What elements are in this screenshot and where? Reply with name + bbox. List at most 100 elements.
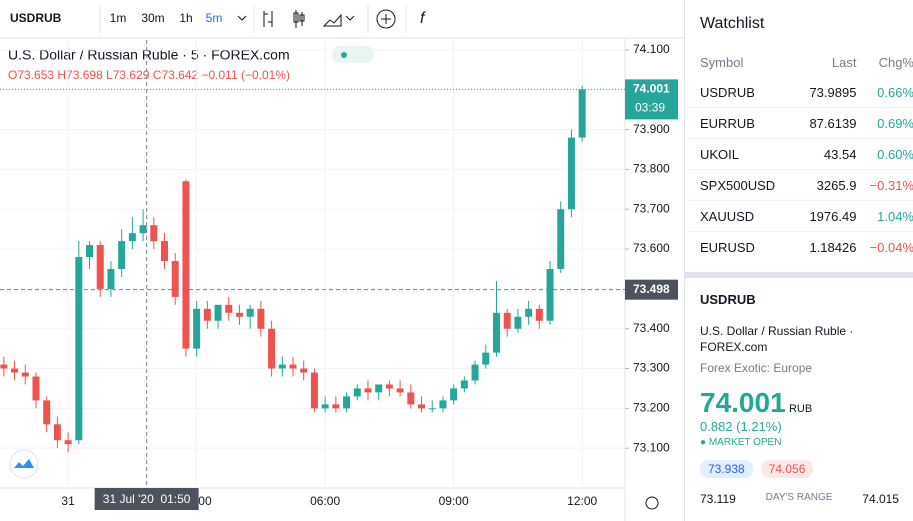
y-tick-label: 73.800 [633,162,670,176]
details-symbol: USDRUB [700,292,756,307]
candle-body [492,312,500,353]
chart: USDRUB 1m 30m 1h 5m f U.S. Dollar / Russ… [0,5,684,521]
candle-body [96,245,104,289]
crosshair-time: 31 Jul '20 01:50 [103,492,191,506]
y-tick-label: 73.300 [633,361,670,375]
range-high: 74.015 [862,492,899,506]
candle-body [321,404,329,409]
interval[interactable]: 30m [141,11,164,25]
candle-body [471,364,479,381]
candle-body [257,308,265,329]
details: USDRUB U.S. Dollar / Russian Ruble · FOR… [685,278,913,506]
interval[interactable]: 1h [179,11,192,25]
last: 73.9895 [809,84,857,100]
candle-body [235,312,243,317]
last: 3265.9 [816,177,857,193]
y-tick-label: 73.200 [633,401,670,415]
watchlist-header: Symbol Last Chg% [685,47,913,77]
col-header[interactable]: Symbol [700,54,744,70]
candle-body [353,388,361,397]
candle-body [225,304,233,313]
watchlist-title: Watchlist [700,15,765,32]
last: 1976.49 [809,208,857,224]
bars-icon[interactable] [263,11,273,27]
area-icon[interactable] [322,13,342,27]
col-header[interactable]: Chg% [878,54,913,70]
interval-menu[interactable] [237,15,247,21]
change: −0.31% [869,177,913,193]
indicators-icon[interactable]: f [420,10,426,27]
candle-body [439,400,447,409]
candle-body [503,312,511,329]
last: 1.18426 [809,239,857,255]
compare-plus [381,14,391,24]
candle-body [86,245,94,258]
last: 87.6139 [809,115,857,131]
candle-body [396,388,404,393]
range-label: DAY'S RANGE [765,492,833,503]
candle-body [364,388,372,393]
side-panel: Watchlist Symbol Last Chg% USDRUB 73.9895… [684,0,913,521]
details-change: 0.882 (1.21%) [700,419,782,434]
y-tick-label: 73.400 [633,321,670,335]
watchlist-row[interactable]: UKOIL 43.54 0.60% [685,139,913,170]
bid: 73.938 [700,460,753,478]
candle-body [21,372,29,377]
status-badge[interactable] [332,46,374,63]
candle-body [32,376,40,401]
toolbar-symbol[interactable]: USDRUB [10,11,62,25]
y-tick-label: 74.100 [633,42,670,56]
range-low: 73.119 [700,492,736,506]
candle-body [75,257,83,441]
watchlist-row[interactable]: EURUSD 1.18426 −0.04% [685,232,913,262]
last: 43.54 [823,146,857,162]
logo[interactable] [9,449,39,479]
settings-icon[interactable] [645,496,659,510]
candle-body [375,384,383,393]
last-price-label: 74.001 [633,82,670,96]
interval[interactable]: 1m [110,11,127,25]
candle-body [525,308,533,317]
crosshair-price: 73.498 [633,282,670,296]
details-status: ● MARKET OPEN [700,437,782,448]
candle-body [0,364,8,369]
symbol: XAUUSD [700,208,755,224]
candle-body [385,384,393,389]
details-currency: RUB [788,403,813,415]
watchlist-rows: USDRUB 73.9895 0.66% EURRUB 87.6139 0.69% UKOI… [685,77,913,262]
candle-body [139,225,147,234]
compare-icon[interactable] [376,9,396,29]
col-header[interactable]: Last [831,54,857,70]
candle-body [546,268,554,321]
candle-body [182,181,190,349]
change: 0.66% [877,84,913,100]
candle-body [11,368,19,373]
watchlist-row[interactable]: EURRUB 87.6139 0.69% [685,108,913,139]
candle-body [214,304,222,321]
candle-body [160,241,168,262]
separator [685,272,913,278]
symbol: SPX500USD [700,177,776,193]
candle-body [310,372,318,409]
candle-body [514,316,522,329]
candle-body [332,404,340,409]
watchlist-row[interactable]: XAUUSD 1976.49 1.04% [685,201,913,232]
chart-type-menu[interactable] [345,15,355,21]
candle-body [557,209,565,269]
candle-body [193,308,201,349]
change: 0.60% [877,146,913,162]
candle-body [567,137,575,210]
ask: 74.056 [760,460,814,478]
candles-icon[interactable] [293,10,305,28]
interval-active[interactable]: 5m [206,11,223,25]
x-tick-label: 06:00 [310,494,340,508]
candle-body [246,308,254,317]
watchlist-row[interactable]: USDRUB 73.9895 0.66% [685,77,913,108]
y-tick-label: 73.700 [633,201,670,215]
symbol: EURUSD [700,239,755,255]
candle-body [150,225,158,242]
details-category: Forex Exotic: Europe [700,361,813,375]
watchlist-row[interactable]: SPX500USD 3265.9 −0.31% [685,170,913,201]
candle-body [460,380,468,389]
